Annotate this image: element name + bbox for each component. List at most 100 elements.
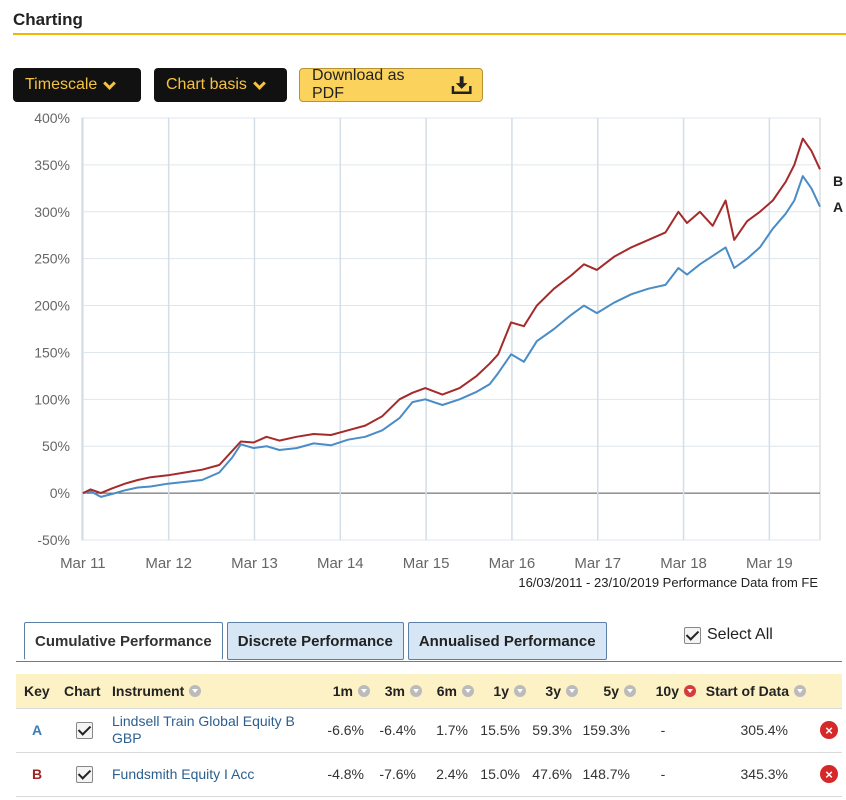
title-underline [13, 33, 846, 35]
col-1m-label: 1m [332, 682, 353, 699]
col-instrument[interactable]: Instrument [112, 674, 318, 708]
col-instrument-label: Instrument [112, 682, 185, 699]
col-key: Key [24, 682, 50, 699]
row-chart-toggle[interactable] [64, 752, 112, 797]
tab-baseline [16, 661, 842, 662]
performance-chart: 400% 350% 300% 250% 200% 150% 100% 50% 0% -50% Ma… [34, 110, 843, 590]
sort-desc-icon[interactable] [684, 684, 696, 697]
select-all-checkbox[interactable] [684, 626, 701, 644]
download-pdf-button[interactable]: Download as PDF [299, 67, 483, 102]
col-1m[interactable]: 1m [318, 674, 370, 708]
row-5y: 148.7% [578, 752, 636, 797]
col-3m[interactable]: 3m [370, 674, 422, 708]
chevron-down-icon [103, 76, 117, 90]
col-10y-label: 10y [655, 682, 679, 699]
col-1y[interactable]: 1y [474, 674, 526, 708]
y-axis-ticks: 400% 350% 300% 250% 200% 150% 100% 50% 0% -50% [34, 110, 70, 548]
col-6m[interactable]: 6m [422, 674, 474, 708]
chart-checkbox[interactable] [76, 721, 93, 739]
col-6m-label: 6m [436, 682, 457, 699]
y-tick-label: 100% [34, 391, 70, 407]
performance-tabs: Cumulative Performance Discrete Performa… [24, 622, 607, 660]
y-tick-label: 250% [34, 251, 70, 267]
x-tick-label: Mar 17 [574, 555, 621, 572]
sort-icon[interactable] [358, 684, 370, 697]
chart-caption: 16/03/2011 - 23/10/2019 Performance Data… [518, 575, 818, 590]
col-3y[interactable]: 3y [526, 674, 578, 708]
table-row: B Fundsmith Equity I Acc -4.8% -7.6% 2.4… [16, 752, 842, 797]
sort-icon[interactable] [189, 684, 202, 697]
col-start-label: Start of Data [705, 682, 789, 699]
x-tick-label: Mar 13 [231, 555, 278, 572]
y-tick-label: 0% [50, 485, 70, 501]
sort-icon[interactable] [624, 684, 636, 697]
series-line-b [82, 137, 821, 495]
sort-icon[interactable] [410, 684, 422, 697]
x-tick-label: Mar 16 [489, 555, 536, 572]
sort-icon[interactable] [514, 684, 526, 697]
series-end-label-b: B [833, 173, 843, 189]
col-remove [806, 674, 842, 708]
timescale-label: Timescale [25, 76, 98, 93]
y-tick-label: 400% [34, 110, 70, 126]
y-tick-label: 150% [34, 344, 70, 360]
col-1y-label: 1y [493, 682, 509, 699]
row-3m: -7.6% [370, 752, 422, 797]
page-title: Charting [13, 10, 83, 29]
row-remove[interactable]: × [806, 707, 842, 753]
row-1y: 15.0% [474, 752, 526, 797]
row-3y: 59.3% [526, 707, 578, 753]
x-tick-label: Mar 15 [403, 555, 450, 572]
tab-discrete-performance[interactable]: Discrete Performance [226, 622, 404, 660]
tab-cumulative-performance[interactable]: Cumulative Performance [24, 622, 223, 660]
y-tick-label: 50% [42, 438, 70, 454]
x-tick-label: Mar 14 [317, 555, 364, 572]
select-all[interactable]: Select All [684, 626, 773, 644]
download-label: Download as PDF [312, 67, 405, 102]
remove-icon[interactable]: × [820, 765, 838, 783]
col-3m-label: 3m [384, 682, 405, 699]
sort-icon[interactable] [462, 684, 474, 697]
x-tick-label: Mar 11 [60, 555, 106, 572]
series-line-a [82, 175, 821, 498]
row-chart-toggle[interactable] [64, 707, 112, 753]
x-tick-label: Mar 19 [746, 555, 793, 572]
row-remove[interactable]: × [806, 752, 842, 797]
plot-area [81, 117, 821, 541]
row-1y: 15.5% [474, 707, 526, 753]
row-10y: - [636, 707, 696, 753]
sort-icon[interactable] [566, 684, 578, 697]
table-row: A Lindsell Train Global Equity B GBP -6.… [16, 707, 842, 753]
col-start-of-data[interactable]: Start of Data [696, 674, 806, 708]
row-instrument[interactable]: Fundsmith Equity I Acc [112, 752, 318, 797]
remove-icon[interactable]: × [820, 721, 838, 739]
chart-checkbox[interactable] [76, 765, 93, 783]
chart-grid [82, 117, 820, 541]
y-tick-label: -50% [37, 532, 70, 548]
chevron-down-icon [253, 76, 266, 90]
row-key: A [16, 707, 64, 753]
y-tick-label: 300% [34, 204, 70, 220]
x-tick-label: Mar 12 [145, 555, 192, 572]
row-1m: -4.8% [318, 752, 370, 797]
col-5y[interactable]: 5y [578, 674, 636, 708]
x-tick-label: Mar 18 [660, 555, 707, 572]
col-3y-label: 3y [545, 682, 561, 699]
select-all-label: Select All [707, 626, 773, 643]
download-icon [451, 76, 472, 94]
row-5y: 159.3% [578, 707, 636, 753]
sort-icon[interactable] [794, 684, 806, 697]
col-10y[interactable]: 10y [636, 674, 696, 708]
chart-basis-label: Chart basis [166, 76, 247, 93]
row-start-of-data: 305.4% [696, 707, 806, 753]
row-6m: 2.4% [422, 752, 474, 797]
series-end-label-a: A [833, 199, 843, 215]
table-header-row: Key Chart Instrument 1m 3m 6m 1y 3y 5y 1… [16, 674, 842, 708]
tab-annualised-performance[interactable]: Annualised Performance [407, 622, 607, 660]
chart-basis-button[interactable]: Chart basis [154, 68, 287, 102]
performance-table: Key Chart Instrument 1m 3m 6m 1y 3y 5y 1… [16, 674, 842, 797]
timescale-button[interactable]: Timescale [13, 68, 141, 102]
row-instrument[interactable]: Lindsell Train Global Equity B GBP [112, 707, 318, 753]
row-start-of-data: 345.3% [696, 752, 806, 797]
col-chart: Chart [64, 682, 101, 699]
